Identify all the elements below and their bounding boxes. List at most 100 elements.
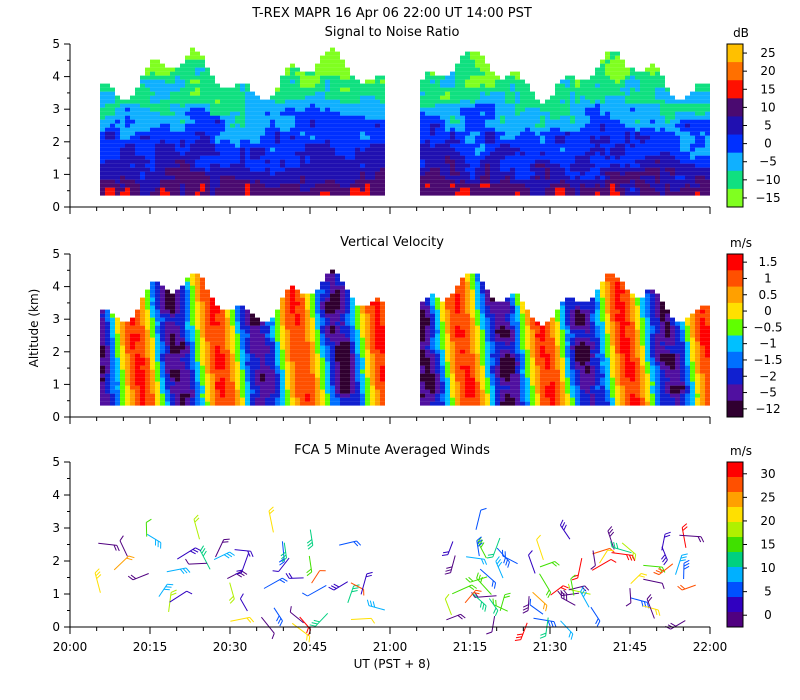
field-cell [645, 171, 650, 176]
field-cell [440, 123, 445, 128]
field-cell [215, 175, 220, 180]
field-cell [235, 139, 240, 144]
field-cell [375, 171, 380, 176]
field-cell [305, 313, 310, 318]
field-cell [645, 71, 650, 76]
field-cell [305, 119, 310, 124]
field-cell [250, 345, 255, 350]
field-cell [320, 385, 325, 390]
field-cell [160, 337, 165, 342]
field-cell [380, 131, 385, 136]
field-cell [650, 191, 655, 196]
field-cell [335, 127, 340, 132]
field-cell [470, 123, 475, 128]
field-cell [345, 115, 350, 120]
field-cell [135, 115, 140, 120]
field-cell [345, 389, 350, 394]
field-cell [680, 107, 685, 112]
field-cell [215, 353, 220, 358]
field-cell [650, 67, 655, 72]
field-cell [155, 75, 160, 80]
field-cell [490, 175, 495, 180]
field-cell [190, 289, 195, 294]
field-cell [630, 95, 635, 100]
field-cell [225, 309, 230, 314]
field-cell [325, 143, 330, 148]
field-cell [590, 123, 595, 128]
field-cell [435, 167, 440, 172]
field-cell [170, 175, 175, 180]
field-cell [605, 167, 610, 172]
field-cell [350, 111, 355, 116]
field-cell [625, 187, 630, 192]
field-cell [130, 333, 135, 338]
field-cell [120, 115, 125, 120]
field-cell [150, 67, 155, 72]
field-cell [300, 369, 305, 374]
field-cell [310, 147, 315, 152]
field-cell [700, 175, 705, 180]
field-cell [180, 139, 185, 144]
field-cell [300, 79, 305, 84]
field-cell [610, 51, 615, 56]
field-cell [170, 365, 175, 370]
field-cell [575, 111, 580, 116]
field-cell [270, 135, 275, 140]
field-cell [140, 373, 145, 378]
field-cell [665, 107, 670, 112]
field-cell [360, 341, 365, 346]
field-cell [525, 155, 530, 160]
field-cell [610, 123, 615, 128]
field-cell [105, 91, 110, 96]
field-cell [635, 111, 640, 116]
field-cell [205, 309, 210, 314]
field-cell [455, 183, 460, 188]
field-cell [370, 191, 375, 196]
field-cell [670, 163, 675, 168]
field-cell [280, 301, 285, 306]
field-cell [160, 155, 165, 160]
field-cell [150, 333, 155, 338]
field-cell [230, 357, 235, 362]
field-cell [420, 167, 425, 172]
field-cell [215, 397, 220, 402]
field-cell [200, 289, 205, 294]
field-cell [455, 139, 460, 144]
field-cell [155, 325, 160, 330]
field-cell [135, 373, 140, 378]
field-cell [230, 151, 235, 156]
field-cell [350, 75, 355, 80]
field-cell [570, 79, 575, 84]
field-cell [315, 151, 320, 156]
field-cell [190, 123, 195, 128]
field-cell [350, 313, 355, 318]
field-cell [350, 393, 355, 398]
field-cell [435, 131, 440, 136]
field-cell [375, 107, 380, 112]
field-cell [375, 87, 380, 92]
field-cell [540, 143, 545, 148]
field-cell [180, 301, 185, 306]
field-cell [360, 337, 365, 342]
field-cell [360, 91, 365, 96]
field-cell [675, 155, 680, 160]
field-cell [635, 99, 640, 104]
field-cell [650, 103, 655, 108]
field-cell [340, 389, 345, 394]
field-cell [225, 179, 230, 184]
field-cell [340, 131, 345, 136]
field-cell [550, 139, 555, 144]
field-cell [215, 349, 220, 354]
field-cell [195, 79, 200, 84]
field-cell [635, 135, 640, 140]
field-cell [115, 159, 120, 164]
field-cell [245, 187, 250, 192]
field-cell [140, 103, 145, 108]
field-cell [450, 175, 455, 180]
field-cell [465, 143, 470, 148]
field-cell [370, 111, 375, 116]
field-cell [125, 155, 130, 160]
field-cell [625, 71, 630, 76]
field-cell [425, 175, 430, 180]
field-cell [455, 131, 460, 136]
